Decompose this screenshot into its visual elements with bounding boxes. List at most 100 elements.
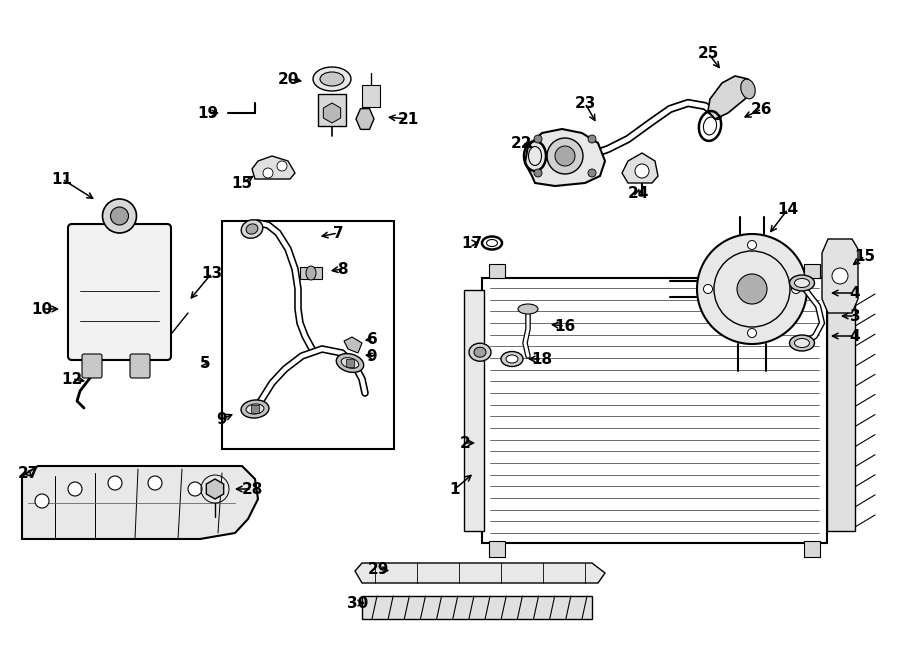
- Polygon shape: [822, 239, 858, 313]
- Circle shape: [111, 207, 129, 225]
- Text: 24: 24: [627, 186, 649, 200]
- Circle shape: [534, 135, 542, 143]
- Polygon shape: [525, 129, 605, 186]
- Bar: [110, 215, 130, 230]
- Text: 30: 30: [347, 596, 369, 611]
- Polygon shape: [22, 466, 258, 539]
- Circle shape: [697, 234, 807, 344]
- Ellipse shape: [795, 338, 809, 348]
- Circle shape: [748, 241, 757, 249]
- Bar: [804, 541, 820, 557]
- Polygon shape: [362, 596, 592, 619]
- Text: 4: 4: [850, 286, 860, 301]
- Circle shape: [588, 169, 596, 177]
- Circle shape: [188, 482, 202, 496]
- Bar: [346, 359, 354, 367]
- Text: 6: 6: [366, 332, 377, 346]
- FancyBboxPatch shape: [68, 224, 171, 360]
- Text: 14: 14: [778, 202, 798, 217]
- Bar: [251, 405, 259, 413]
- Circle shape: [35, 494, 49, 508]
- Text: 10: 10: [32, 301, 52, 317]
- Text: 15: 15: [854, 249, 876, 264]
- Text: 29: 29: [367, 561, 389, 576]
- Text: 11: 11: [51, 171, 73, 186]
- Bar: [362, 85, 380, 107]
- Bar: [300, 267, 322, 279]
- Text: 21: 21: [398, 112, 418, 126]
- Circle shape: [534, 169, 542, 177]
- Text: 18: 18: [531, 352, 553, 366]
- Text: 8: 8: [337, 262, 347, 276]
- Circle shape: [704, 284, 713, 293]
- Bar: [489, 541, 505, 557]
- Text: 28: 28: [241, 481, 263, 496]
- Text: 25: 25: [698, 46, 719, 61]
- Bar: [222, 221, 394, 449]
- Circle shape: [148, 476, 162, 490]
- Bar: [804, 264, 820, 278]
- Ellipse shape: [246, 224, 258, 234]
- Ellipse shape: [789, 335, 814, 351]
- Text: 17: 17: [462, 235, 482, 251]
- FancyBboxPatch shape: [82, 354, 102, 378]
- Ellipse shape: [246, 404, 264, 414]
- Text: 16: 16: [554, 319, 576, 334]
- Ellipse shape: [241, 400, 269, 418]
- Circle shape: [547, 138, 583, 174]
- Ellipse shape: [501, 352, 523, 366]
- Text: 9: 9: [217, 412, 228, 426]
- Circle shape: [832, 268, 848, 284]
- Circle shape: [68, 482, 82, 496]
- Circle shape: [635, 164, 649, 178]
- Circle shape: [108, 476, 122, 490]
- Ellipse shape: [741, 79, 755, 99]
- Circle shape: [263, 168, 273, 178]
- Text: 15: 15: [231, 176, 253, 190]
- Text: 7: 7: [333, 225, 343, 241]
- Text: 20: 20: [277, 71, 299, 87]
- Ellipse shape: [241, 219, 263, 238]
- Ellipse shape: [474, 347, 486, 357]
- Polygon shape: [356, 108, 374, 130]
- Ellipse shape: [341, 358, 359, 368]
- Circle shape: [277, 161, 287, 171]
- Text: 12: 12: [61, 371, 83, 387]
- FancyBboxPatch shape: [130, 354, 150, 378]
- Text: 26: 26: [752, 102, 773, 116]
- Ellipse shape: [337, 354, 364, 372]
- Ellipse shape: [795, 278, 809, 288]
- Text: 27: 27: [17, 465, 39, 481]
- Ellipse shape: [469, 343, 491, 361]
- Text: 9: 9: [366, 348, 377, 364]
- Bar: [318, 94, 346, 126]
- Polygon shape: [344, 337, 362, 353]
- Polygon shape: [708, 76, 752, 119]
- Polygon shape: [252, 156, 295, 179]
- Bar: [489, 264, 505, 278]
- Polygon shape: [622, 153, 658, 183]
- Circle shape: [791, 284, 800, 293]
- Text: 1: 1: [450, 481, 460, 496]
- Text: 5: 5: [200, 356, 211, 371]
- Circle shape: [103, 199, 137, 233]
- Text: 19: 19: [197, 106, 219, 120]
- Ellipse shape: [518, 304, 538, 314]
- Circle shape: [737, 274, 767, 304]
- Text: 4: 4: [850, 329, 860, 344]
- Circle shape: [555, 146, 575, 166]
- Text: 22: 22: [511, 136, 533, 151]
- Polygon shape: [355, 563, 605, 583]
- Ellipse shape: [506, 355, 518, 363]
- Text: 3: 3: [850, 309, 860, 323]
- Ellipse shape: [306, 266, 316, 280]
- Ellipse shape: [320, 72, 344, 86]
- Text: 13: 13: [202, 266, 222, 280]
- Ellipse shape: [789, 275, 814, 291]
- Bar: [482, 278, 827, 543]
- Bar: [827, 290, 855, 531]
- Bar: [464, 290, 484, 531]
- Text: 2: 2: [460, 436, 471, 451]
- Circle shape: [748, 329, 757, 338]
- Ellipse shape: [313, 67, 351, 91]
